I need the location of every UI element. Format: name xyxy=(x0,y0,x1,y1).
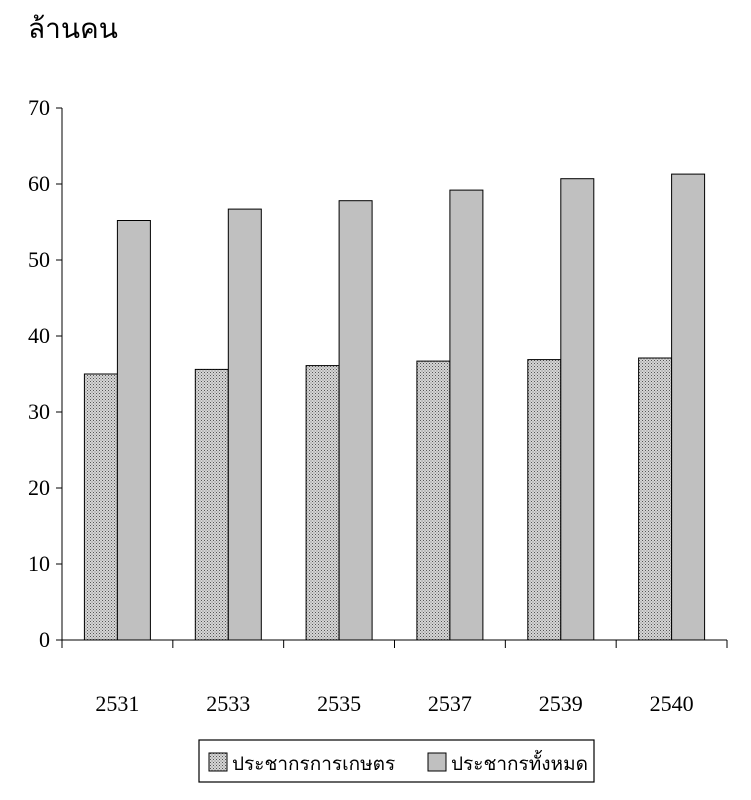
x-tick-label: 2535 xyxy=(317,691,361,716)
legend-swatch-agri xyxy=(208,752,228,772)
bar-total-population xyxy=(116,220,151,641)
x-tick-label: 2539 xyxy=(539,691,583,716)
y-tick-label: 70 xyxy=(28,95,50,120)
bar-agricultural-population xyxy=(83,373,118,641)
y-axis-label: ล้านคน xyxy=(28,12,118,45)
legend-label-agri: ประชากรการเกษตร xyxy=(232,753,395,775)
bar-total-population xyxy=(671,173,706,641)
bar-total-population xyxy=(449,189,484,641)
axes-group: 2531 2533 2535 2537 2539 2540 0 10 20 30 40 50 60 70 xyxy=(28,95,728,716)
y-tick-label: 40 xyxy=(28,323,50,348)
x-tick-label: 2540 xyxy=(650,691,694,716)
y-tick-label: 50 xyxy=(28,247,50,272)
bar-total-population xyxy=(338,200,373,641)
legend-box xyxy=(198,739,595,783)
y-tick-label: 30 xyxy=(28,399,50,424)
bar-total-population xyxy=(227,208,262,641)
bar-agricultural-population xyxy=(638,357,673,641)
x-tick-label: 2531 xyxy=(95,691,139,716)
y-tick-label: 0 xyxy=(39,627,50,652)
y-tick-label: 60 xyxy=(28,171,50,196)
bar-agricultural-population xyxy=(416,360,451,641)
bar-agricultural-population xyxy=(305,365,340,641)
bar-agricultural-population xyxy=(527,359,562,641)
y-tick-label: 20 xyxy=(28,475,50,500)
bar-total-population xyxy=(560,178,595,641)
x-tick-label: 2537 xyxy=(428,691,472,716)
legend-swatch-total xyxy=(427,752,447,772)
y-tick-label: 10 xyxy=(28,551,50,576)
x-tick-label: 2533 xyxy=(206,691,250,716)
bar-agricultural-population xyxy=(194,368,229,641)
bars-group xyxy=(83,173,706,641)
legend-label-total: ประชากรทั้งหมด xyxy=(451,750,588,775)
legend: ประชากรการเกษตร ประชากรทั้งหมด xyxy=(198,739,595,783)
